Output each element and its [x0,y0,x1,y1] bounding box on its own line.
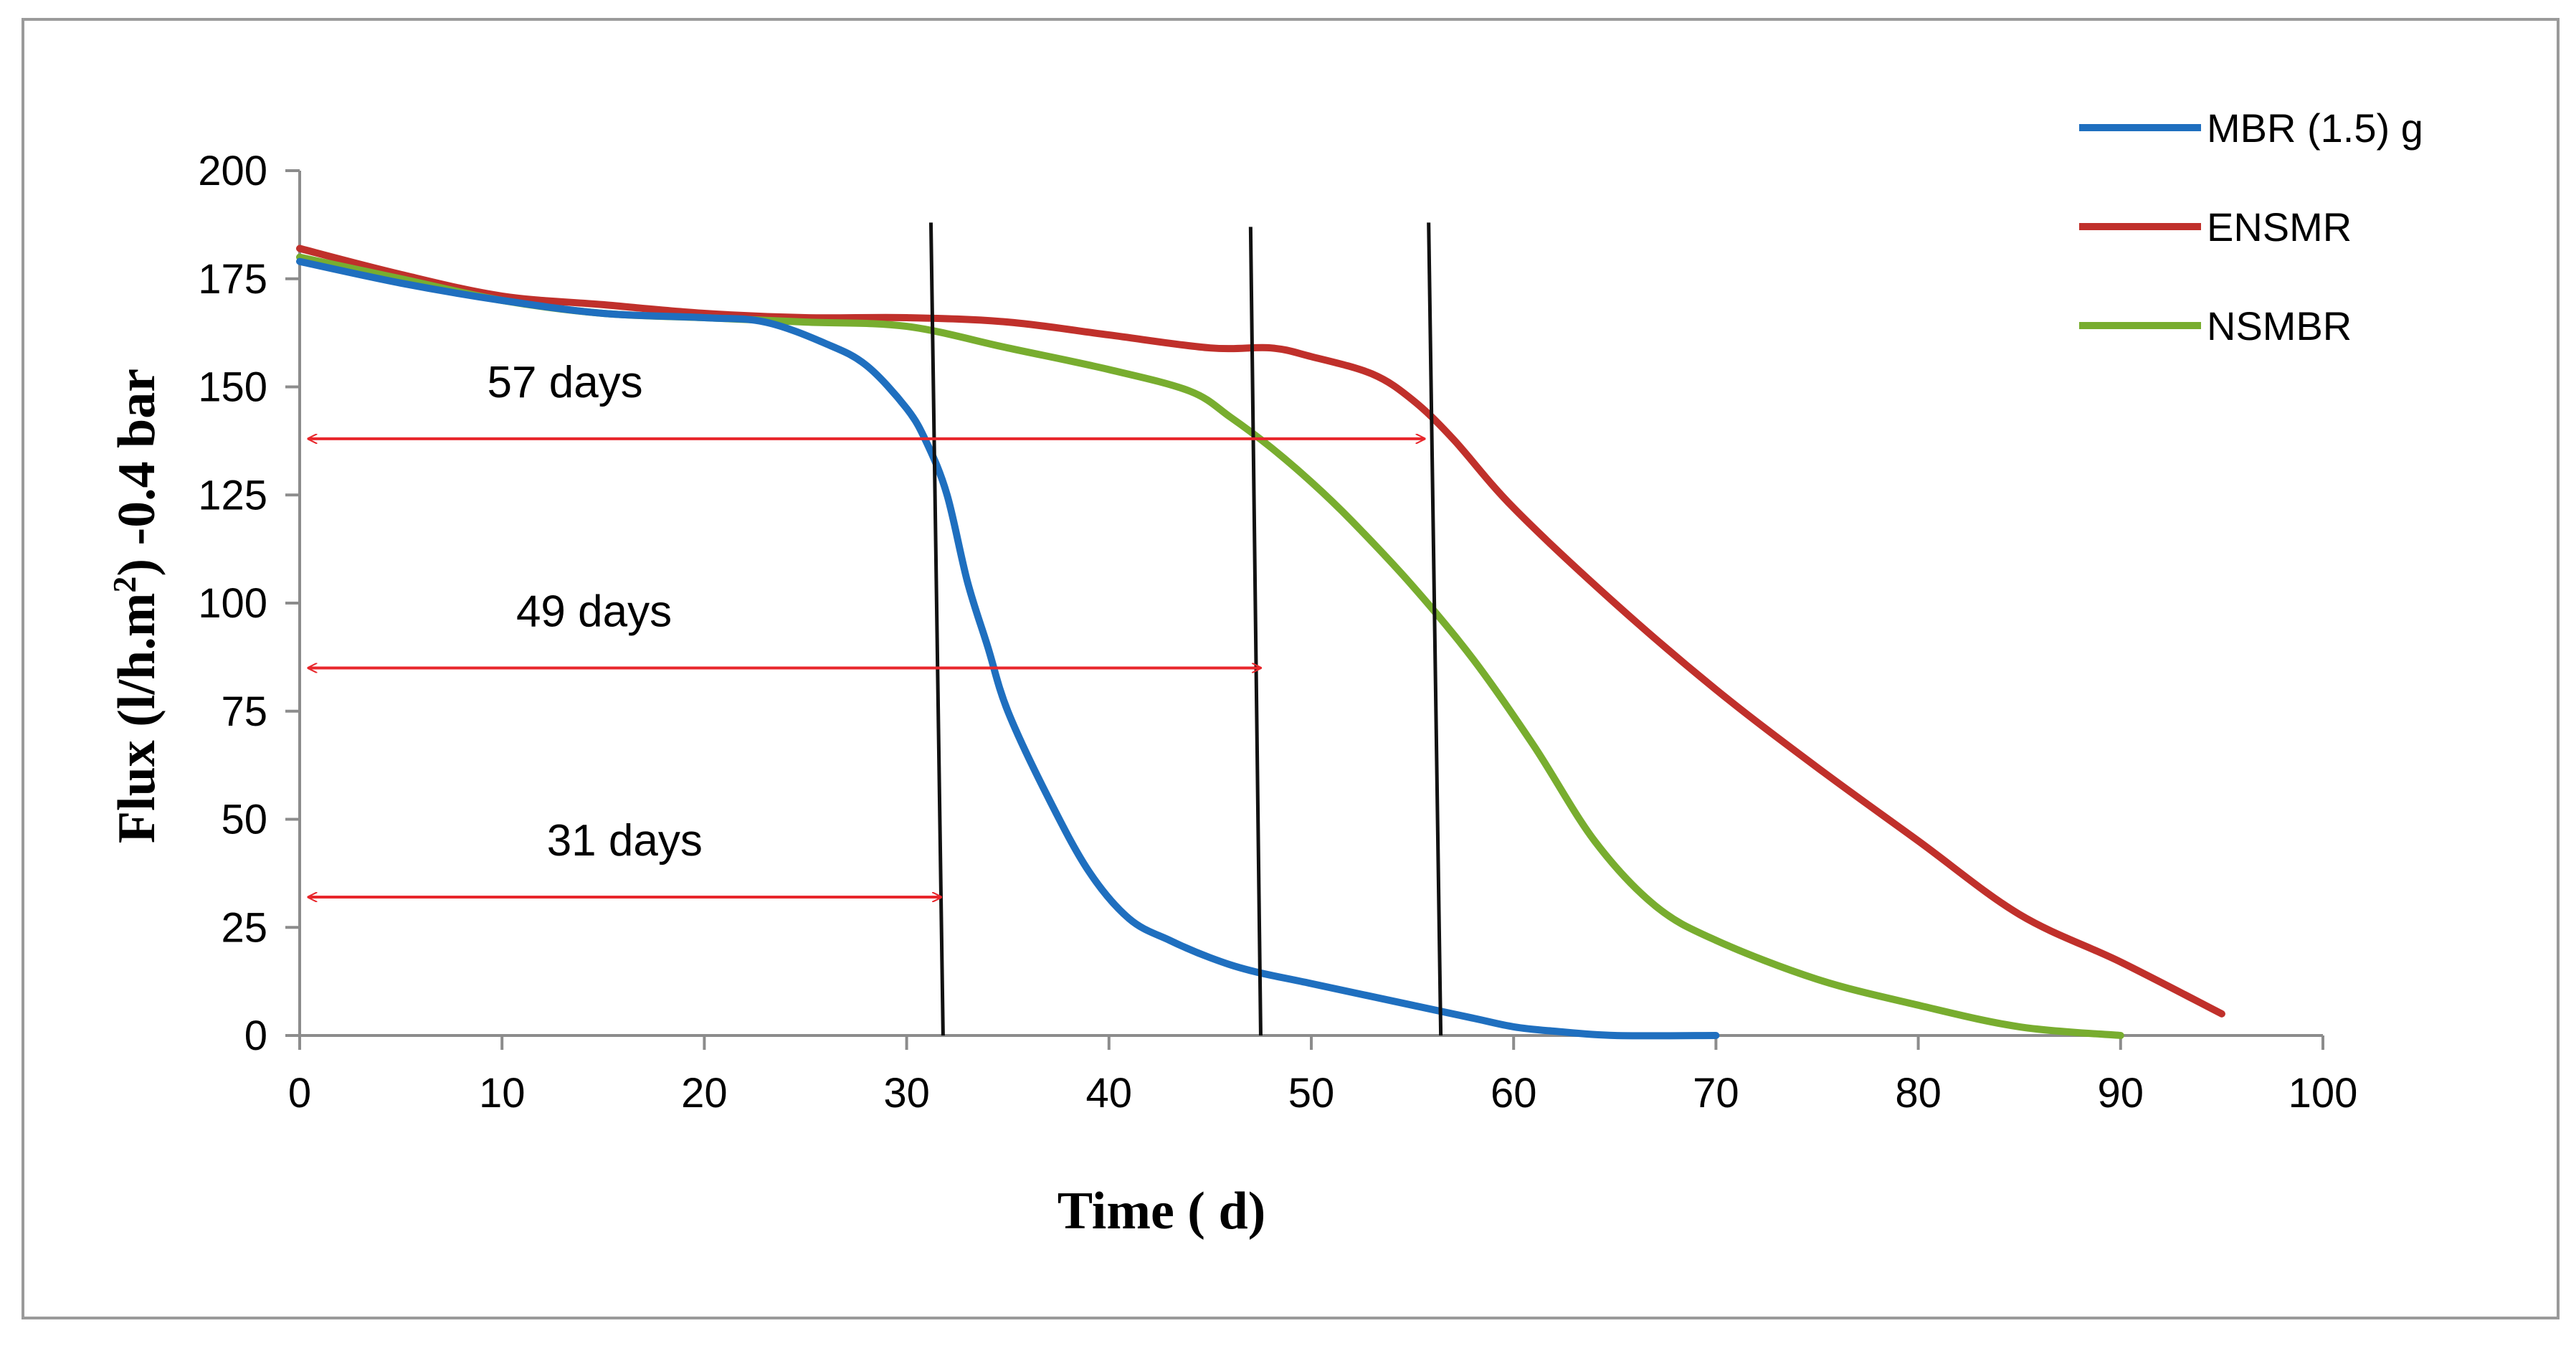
x-tick-label: 60 [1491,1070,1537,1117]
legend-label-mbr-1-5-g: MBR (1.5) g [2207,105,2423,151]
legend-label-nsmbr: NSMBR [2207,303,2352,349]
y-tick-label: 25 [221,904,267,951]
x-tick-label: 90 [2098,1070,2144,1117]
x-tick-label: 0 [288,1070,311,1117]
x-tick-label: 80 [1895,1070,1941,1117]
y-tick-label: 150 [198,364,267,411]
x-axis-title: Time ( d) [1058,1182,1266,1241]
vertical-marker-1 [928,222,945,1036]
legend: MBR (1.5) g ENSMR NSMBR [2079,105,2423,349]
vertical-marker-3 [1427,222,1443,1036]
duration-label-2: 49 days [516,587,672,636]
series-line-ensmr [296,245,2225,1018]
x-tick-label: 10 [479,1070,526,1117]
y-axis-title-main: Flux (l/h.m [108,593,166,843]
duration-label-3: 31 days [547,816,703,866]
y-tick-label: 200 [198,148,267,194]
axes-layer: 0 25 50 75 100 125 150 175 200 0 10 20 30 40 50 60 70 80 9… [198,148,2357,1117]
x-tick-label: 30 [883,1070,930,1117]
duration-label-1: 57 days [488,358,643,407]
y-tick-label: 125 [198,472,267,518]
y-axis-title-superscript: 2 [106,577,143,593]
x-tick-label: 100 [2289,1070,2358,1117]
x-tick-label: 50 [1288,1070,1335,1117]
y-tick-label: 0 [244,1013,267,1059]
y-tick-label: 100 [198,580,267,627]
y-tick-label: 75 [221,688,267,735]
x-tick-label: 70 [1693,1070,1739,1117]
y-axis-title: Flux (l/h.m2) -0.4 bar [106,369,166,843]
x-tick-label: 20 [681,1070,728,1117]
y-tick-label: 50 [221,797,267,843]
y-tick-label: 175 [198,256,267,303]
legend-label-ensmr: ENSMR [2207,204,2352,250]
x-tick-label: 40 [1086,1070,1133,1117]
vertical-marker-2 [1248,227,1263,1036]
y-axis-title-tail: ) -0.4 bar [108,369,166,577]
annotation-layer: 57 days 49 days 31 days [308,222,1443,1036]
